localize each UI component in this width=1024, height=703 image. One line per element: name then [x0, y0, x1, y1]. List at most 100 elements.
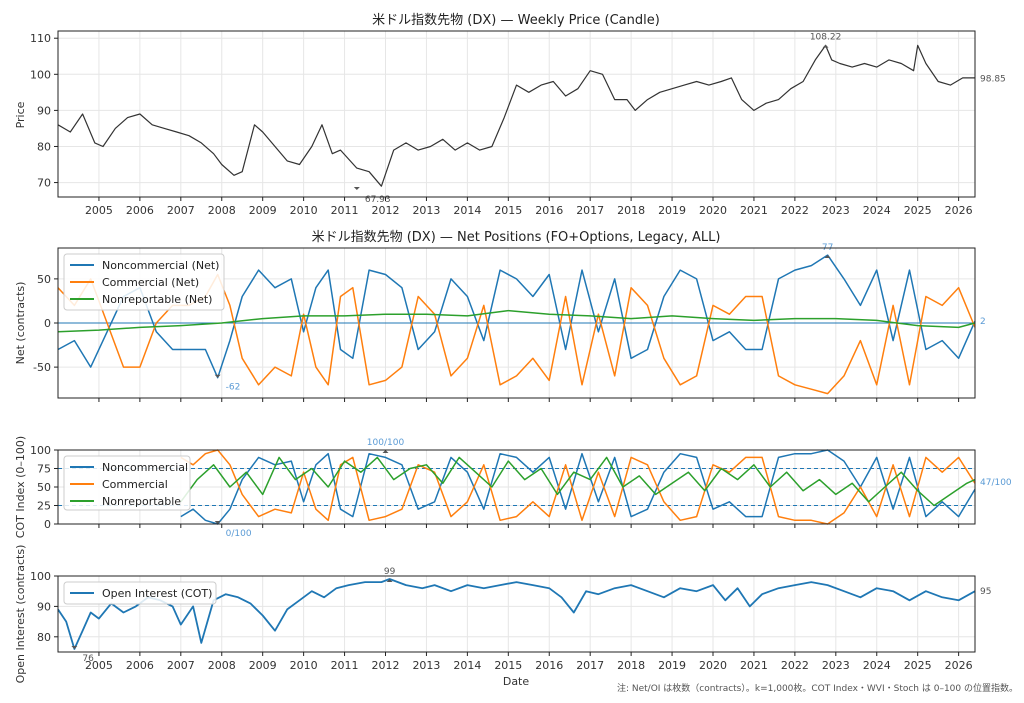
cot-ytick-label: 100: [30, 444, 51, 457]
oi-legend-label: Open Interest (COT): [102, 587, 212, 600]
net-series-nonreportable-net: [58, 311, 975, 332]
oi-xtick-label: 2021: [740, 659, 768, 672]
oi-xtick-label: 2012: [372, 659, 400, 672]
net-annotation: 2: [980, 317, 986, 327]
oi-ytick-label: 100: [30, 570, 51, 583]
price-title: 米ドル指数先物 (DX) — Weekly Price (Candle): [372, 13, 660, 28]
price-xtick-label: 2020: [699, 204, 727, 217]
oi-xtick-label: 2018: [617, 659, 645, 672]
price-xtick-label: 2011: [331, 204, 359, 217]
net-ylabel: Net (contracts): [14, 282, 27, 365]
net-title: 米ドル指数先物 (DX) — Net Positions (FO+Options…: [312, 230, 721, 245]
price-ytick-label: 70: [37, 177, 51, 190]
price-series-line: [58, 45, 975, 186]
cot-ytick-label: 50: [37, 481, 51, 494]
oi-marker: [71, 646, 77, 649]
price-frame: [58, 31, 975, 197]
net-annotation: -62: [226, 383, 241, 393]
price-plot: 70 80 90 100 110 2005 2006 2007 2008 2009 2010 2011…: [30, 31, 1006, 217]
cot-legend-label: Nonreportable: [102, 495, 181, 508]
price-xtick-label: 2005: [85, 204, 113, 217]
price-xtick-label: 2022: [781, 204, 809, 217]
oi-annotation: 95: [980, 587, 991, 597]
net-ytick-label: 0: [44, 317, 51, 330]
oi-xtick-label: 2016: [535, 659, 563, 672]
price-xtick-label: 2021: [740, 204, 768, 217]
oi-xtick-label: 2013: [412, 659, 440, 672]
price-ytick-label: 90: [37, 104, 51, 117]
price-xtick-label: 2017: [576, 204, 604, 217]
cot-legend: Noncommercial Commercial Nonreportable: [64, 456, 190, 510]
price-xtick-label: 2015: [494, 204, 522, 217]
price-xtick-label: 2016: [535, 204, 563, 217]
net-legend-label: Nonreportable (Net): [102, 293, 212, 306]
oi-xtick-label: 2025: [904, 659, 932, 672]
price-xtick-label: 2018: [617, 204, 645, 217]
price-marker: [823, 45, 829, 48]
price-annotation: 98.85: [980, 74, 1006, 84]
oi-xtick-label: 2015: [494, 659, 522, 672]
net-marker: [215, 375, 221, 378]
cot-ytick-label: 0: [44, 518, 51, 531]
cot-ylabel: COT Index (0–100): [14, 436, 27, 538]
x-axis-label: Date: [503, 675, 530, 688]
oi-xtick-label: 2009: [249, 659, 277, 672]
price-ytick-label: 80: [37, 140, 51, 153]
oi-xtick-label: 2019: [658, 659, 686, 672]
net-legend-label: Commercial (Net): [102, 276, 199, 289]
price-xtick-label: 2024: [863, 204, 891, 217]
price-xtick-label: 2009: [249, 204, 277, 217]
oi-ytick-label: 90: [37, 600, 51, 613]
cot-series-nonreportable: [181, 457, 975, 505]
oi-xtick-label: 2011: [331, 659, 359, 672]
cot-ytick-label: 25: [37, 500, 51, 513]
oi-annotation: 76: [82, 654, 94, 664]
cot-legend-label: Noncommercial: [102, 461, 188, 474]
oi-xtick-label: 2007: [167, 659, 195, 672]
price-xtick-label: 2008: [208, 204, 236, 217]
cot-ytick-label: 75: [37, 463, 51, 476]
oi-xtick-label: 2020: [699, 659, 727, 672]
oi-xtick-label: 2023: [822, 659, 850, 672]
price-xtick-label: 2013: [412, 204, 440, 217]
net-legend: Noncommercial (Net) Commercial (Net) Nonre…: [64, 254, 224, 310]
price-xtick-label: 2023: [822, 204, 850, 217]
net-ytick-label: -50: [33, 361, 51, 374]
oi-xtick-label: 2022: [781, 659, 809, 672]
price-xtick-label: 2010: [290, 204, 318, 217]
panel-price: 米ドル指数先物 (DX) — Weekly Price (Candle) Pri…: [14, 13, 660, 128]
cot-annotation: 100/100: [367, 438, 405, 448]
price-xtick-label: 2007: [167, 204, 195, 217]
cot-annotation: 0/100: [226, 529, 252, 539]
oi-xtick-label: 2014: [453, 659, 481, 672]
price-annotation: 108.22: [810, 33, 842, 43]
oi-xtick-label: 2006: [126, 659, 154, 672]
oi-xtick-label: 2017: [576, 659, 604, 672]
net-legend-label: Noncommercial (Net): [102, 259, 219, 272]
price-xtick-label: 2006: [126, 204, 154, 217]
price-xtick-label: 2025: [904, 204, 932, 217]
oi-xtick-label: 2024: [863, 659, 891, 672]
cot-legend-label: Commercial: [102, 478, 168, 491]
price-xtick-label: 2026: [945, 204, 973, 217]
price-xtick-label: 2014: [453, 204, 481, 217]
oi-legend: Open Interest (COT): [64, 582, 216, 604]
oi-xtick-label: 2010: [290, 659, 318, 672]
price-ytick-label: 100: [30, 68, 51, 81]
cot-plot: 0 25 50 75 100 100/100 0/100 47/100 Noncommercia…: [30, 438, 1012, 539]
oi-xtick-label: 2026: [945, 659, 973, 672]
price-ylabel: Price: [14, 101, 27, 128]
footnote: 注: Net/OI は枚数（contracts）。k=1,000枚。COT In…: [617, 682, 1018, 694]
price-xtick-label: 2019: [658, 204, 686, 217]
oi-ytick-label: 80: [37, 631, 51, 644]
price-marker: [354, 187, 360, 190]
panel-cot: COT Index (0–100): [14, 436, 27, 538]
price-ytick-label: 110: [30, 32, 51, 45]
oi-ylabel: Open Interest (contracts): [14, 545, 27, 684]
cot-annotation: 47/100: [980, 478, 1012, 488]
price-xtick-label: 2012: [372, 204, 400, 217]
